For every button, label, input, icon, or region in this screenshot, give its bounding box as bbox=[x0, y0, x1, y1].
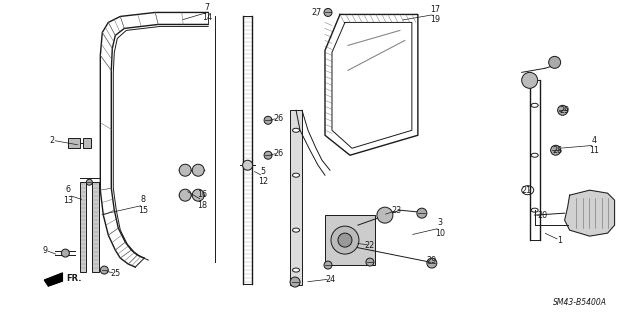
Text: 7
14: 7 14 bbox=[202, 3, 212, 22]
Text: 1: 1 bbox=[557, 236, 562, 245]
Text: 4
11: 4 11 bbox=[589, 136, 600, 155]
Circle shape bbox=[550, 145, 561, 155]
Text: 29: 29 bbox=[559, 106, 570, 115]
Bar bbox=[68, 138, 81, 148]
Circle shape bbox=[324, 261, 332, 269]
Circle shape bbox=[557, 105, 568, 115]
Text: 22: 22 bbox=[365, 241, 375, 249]
Circle shape bbox=[192, 164, 204, 176]
Circle shape bbox=[192, 189, 204, 201]
Text: 3
10: 3 10 bbox=[435, 219, 445, 238]
Ellipse shape bbox=[522, 186, 534, 195]
Text: 26: 26 bbox=[273, 149, 283, 158]
Circle shape bbox=[264, 151, 272, 159]
Circle shape bbox=[290, 277, 300, 287]
Text: 29: 29 bbox=[427, 256, 437, 264]
Circle shape bbox=[243, 160, 253, 170]
Bar bbox=[92, 182, 99, 272]
Text: 28: 28 bbox=[552, 146, 563, 155]
Ellipse shape bbox=[292, 128, 300, 132]
Circle shape bbox=[331, 226, 359, 254]
Text: 9: 9 bbox=[43, 246, 48, 255]
Text: 25: 25 bbox=[110, 269, 120, 278]
Text: 16
18: 16 18 bbox=[197, 190, 207, 210]
Polygon shape bbox=[44, 273, 62, 286]
Circle shape bbox=[264, 116, 272, 124]
Circle shape bbox=[61, 249, 69, 257]
Circle shape bbox=[522, 72, 538, 88]
Text: 23: 23 bbox=[392, 206, 402, 215]
Bar bbox=[325, 215, 375, 265]
Circle shape bbox=[377, 207, 393, 223]
Text: 17
19: 17 19 bbox=[430, 5, 440, 24]
Circle shape bbox=[100, 266, 108, 274]
Circle shape bbox=[427, 258, 437, 268]
Circle shape bbox=[548, 56, 561, 68]
Bar bbox=[290, 110, 302, 285]
Text: 26: 26 bbox=[273, 114, 283, 123]
Ellipse shape bbox=[531, 153, 538, 157]
Circle shape bbox=[417, 208, 427, 218]
Circle shape bbox=[366, 258, 374, 266]
Ellipse shape bbox=[292, 228, 300, 232]
Circle shape bbox=[338, 233, 352, 247]
Ellipse shape bbox=[292, 268, 300, 272]
Bar bbox=[83, 138, 92, 148]
Circle shape bbox=[324, 8, 332, 17]
Text: FR.: FR. bbox=[67, 274, 82, 283]
Ellipse shape bbox=[531, 103, 538, 107]
Text: 5
12: 5 12 bbox=[258, 167, 268, 186]
Text: 24: 24 bbox=[325, 275, 335, 284]
Text: 6
13: 6 13 bbox=[63, 185, 74, 205]
Ellipse shape bbox=[292, 173, 300, 177]
Polygon shape bbox=[564, 190, 614, 236]
Circle shape bbox=[179, 189, 191, 201]
Text: SM43-B5400A: SM43-B5400A bbox=[552, 298, 607, 307]
Bar bbox=[81, 182, 86, 272]
Text: 27: 27 bbox=[311, 8, 321, 17]
Circle shape bbox=[86, 179, 92, 185]
Text: 2: 2 bbox=[50, 136, 55, 145]
Text: 8
15: 8 15 bbox=[138, 196, 148, 215]
Ellipse shape bbox=[531, 208, 538, 212]
Circle shape bbox=[179, 164, 191, 176]
Text: 21: 21 bbox=[522, 186, 532, 195]
Text: 20: 20 bbox=[538, 211, 548, 220]
